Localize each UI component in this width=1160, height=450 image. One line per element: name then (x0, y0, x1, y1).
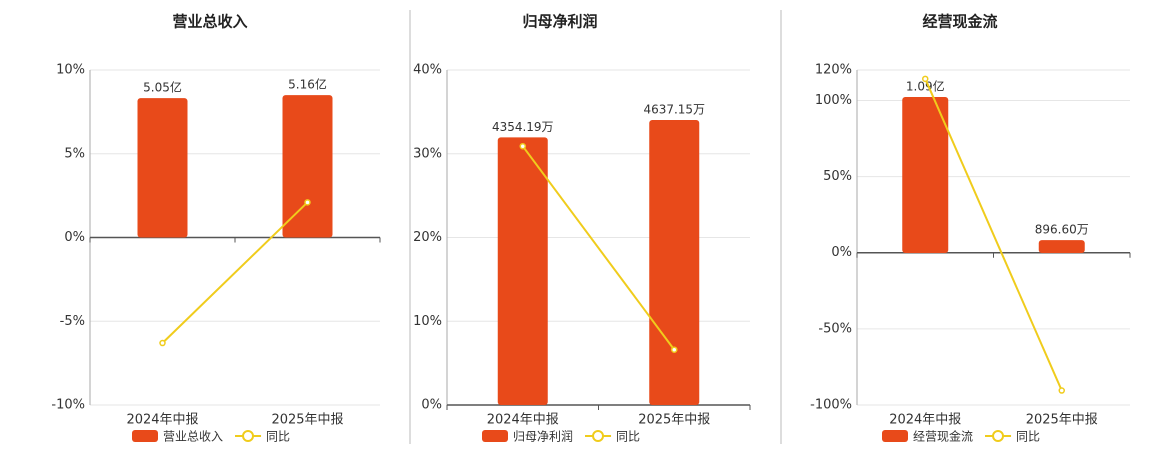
chart-title: 归母净利润 (522, 13, 597, 31)
y-tick-label: 50% (823, 169, 852, 184)
legend-label: 归母净利润 (513, 430, 573, 444)
data-label: 5.16亿 (288, 77, 327, 92)
bar (497, 137, 548, 406)
x-tick-label: 2025年中报 (1026, 413, 1098, 428)
y-tick-label: 0% (831, 245, 852, 260)
legend-label: 营业总收入 (163, 430, 223, 444)
y-tick-label: 10% (56, 63, 85, 78)
y-tick-label: 40% (413, 63, 442, 78)
chart-title: 经营现金流 (922, 13, 997, 31)
point (519, 142, 526, 150)
point (304, 199, 311, 206)
legend-label: 同比 (616, 430, 640, 444)
point (159, 339, 166, 347)
line (521, 145, 676, 351)
data-label: 4637.15万 (643, 102, 705, 116)
y-tick-label: 100% (815, 93, 852, 108)
bar (1038, 240, 1085, 254)
y-tick-label: 0% (421, 398, 442, 413)
legend-swatch (242, 430, 255, 442)
legend-label: 同比 (266, 430, 290, 444)
y-tick-label: 30% (413, 146, 442, 161)
bar (137, 98, 188, 238)
chart-title: 营业总收入 (172, 13, 247, 31)
legend-label: 经营现金流 (913, 429, 973, 444)
x-tick-label: 2024年中报 (126, 413, 198, 428)
legend-swatch (882, 430, 908, 442)
y-tick-label: -100% (810, 398, 852, 413)
point (671, 346, 678, 353)
y-tick-label: 120% (815, 63, 852, 78)
bar (902, 96, 949, 254)
y-tick-label: 10% (413, 314, 442, 329)
x-tick-label: 2024年中报 (889, 413, 961, 428)
y-tick-label: 0% (64, 230, 85, 245)
y-tick-label: -10% (51, 398, 85, 413)
data-label: 1.09亿 (906, 78, 945, 93)
point (1058, 387, 1065, 394)
x-tick-label: 2024年中报 (487, 413, 559, 428)
legend-swatch (482, 430, 508, 442)
bar (649, 119, 700, 405)
legend-swatch (132, 430, 158, 442)
y-tick-label: 5% (64, 146, 85, 161)
data-label: 896.60万 (1035, 223, 1089, 237)
y-tick-label: -50% (818, 321, 852, 336)
y-tick-label: -5% (60, 314, 85, 329)
data-label: 4354.19万 (492, 120, 554, 134)
x-tick-label: 2025年中报 (638, 413, 710, 428)
line (924, 78, 1063, 391)
legend-swatch (992, 430, 1005, 442)
line (161, 201, 309, 344)
legend-swatch (592, 430, 605, 442)
point (922, 75, 929, 83)
bar (282, 95, 333, 238)
legend-label: 同比 (1016, 430, 1040, 444)
y-tick-label: 20% (413, 230, 442, 245)
x-tick-label: 2025年中报 (271, 413, 343, 428)
data-label: 5.05亿 (143, 80, 182, 95)
